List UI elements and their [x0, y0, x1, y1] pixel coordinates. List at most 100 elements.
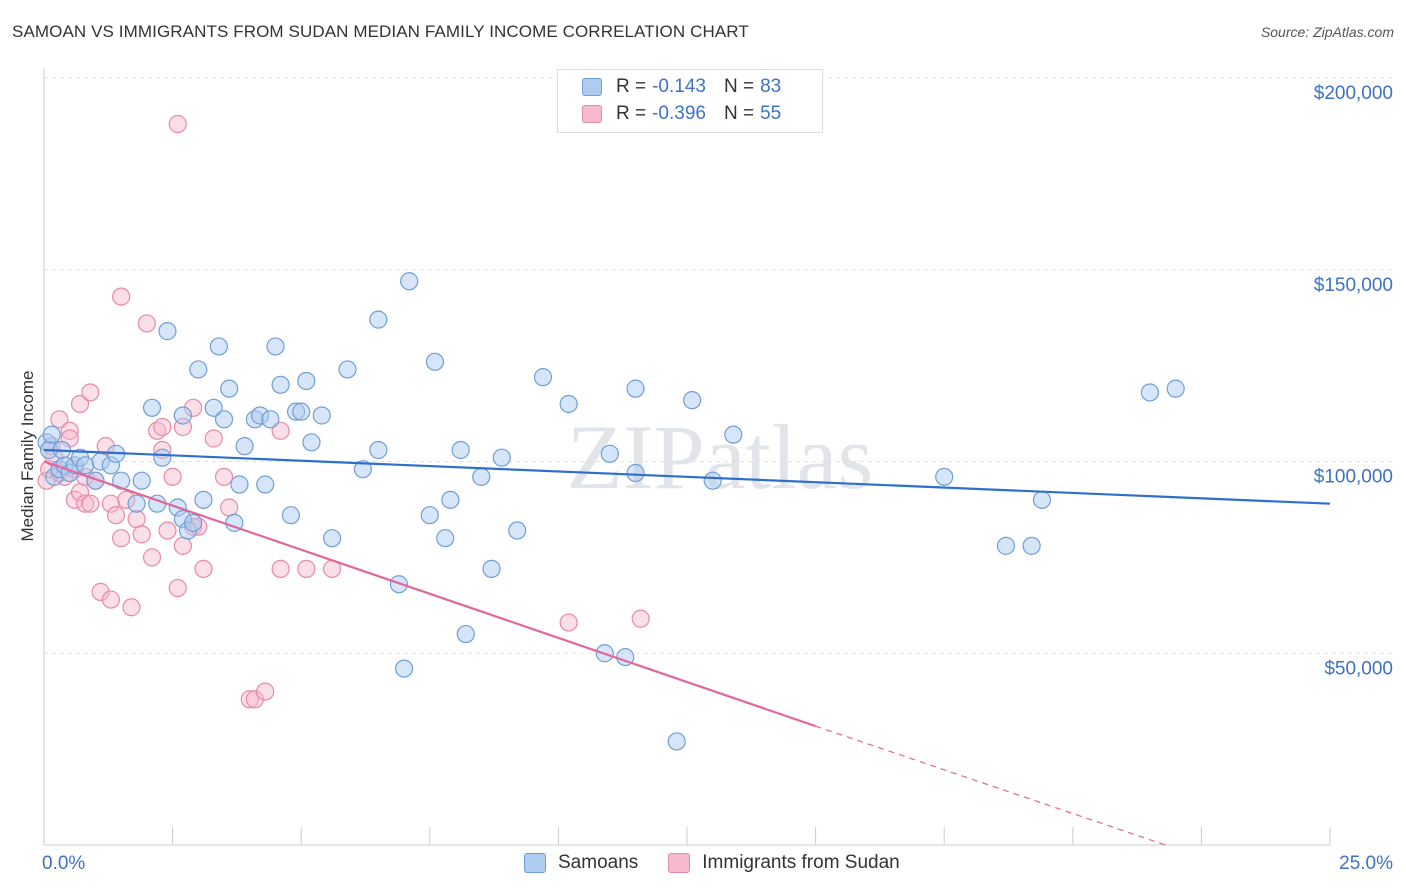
- legend-item-sudan[interactable]: Immigrants from Sudan: [668, 852, 900, 874]
- samoan-point: [996, 536, 1016, 555]
- samoan-points: [37, 272, 1185, 751]
- samoan-point: [508, 521, 527, 540]
- sudan-point: [81, 383, 100, 402]
- sudan-trend-line: [43, 460, 816, 728]
- samoan-point: [271, 375, 290, 394]
- samoan-point: [667, 732, 686, 751]
- stats-legend: R = -0.143 N = 83 R = -0.396 N = 55: [557, 69, 823, 133]
- sudan-point: [142, 548, 162, 567]
- chart-title: SAMOAN VS IMMIGRANTS FROM SUDAN MEDIAN F…: [12, 22, 749, 41]
- sudan-point: [132, 525, 151, 544]
- samoan-point: [482, 559, 501, 578]
- samoan-point: [441, 490, 460, 509]
- sudan-point: [127, 509, 146, 529]
- samoan-point: [261, 410, 280, 429]
- samoan-point: [153, 448, 172, 467]
- sudan-point: [50, 410, 69, 429]
- sudan-point: [91, 582, 110, 601]
- y-axis-label: Median Family Income: [18, 370, 37, 541]
- samoan-point: [322, 529, 342, 548]
- samoan-point: [1022, 536, 1041, 555]
- legend-label-samoans: Samoans: [558, 852, 639, 873]
- sudan-point: [81, 494, 100, 513]
- sudan-point: [245, 690, 265, 709]
- x-tick-label: 0.0%: [42, 853, 85, 874]
- samoan-point: [173, 406, 192, 425]
- sudan-point: [122, 598, 141, 617]
- sudan-point: [297, 559, 316, 578]
- samoan-point: [297, 371, 316, 391]
- legend-n-label: N =: [723, 103, 755, 124]
- samoan-point: [472, 467, 491, 486]
- samoan-point: [230, 475, 249, 494]
- legend-swatch-blue: [582, 78, 602, 96]
- samoan-point: [189, 360, 208, 379]
- legend-row-sudan: R = -0.396 N = 55: [582, 102, 781, 126]
- samoan-point: [256, 475, 275, 494]
- samoan-point: [400, 272, 419, 291]
- sudan-point: [158, 521, 177, 540]
- samoan-point: [86, 471, 105, 490]
- samoan-point: [127, 494, 146, 513]
- samoan-point: [214, 410, 234, 429]
- samoan-point: [312, 406, 331, 425]
- samoan-point: [1032, 490, 1052, 509]
- samoan-point: [724, 425, 743, 444]
- samoan-point: [302, 433, 321, 452]
- samoan-point: [420, 506, 439, 525]
- sudan-point: [76, 494, 95, 513]
- samoan-trend-line: [43, 448, 1331, 505]
- y-tick-label: $50,000: [1324, 658, 1393, 679]
- sudan-point: [559, 613, 578, 632]
- samoan-point: [935, 467, 954, 486]
- samoan-point: [600, 444, 619, 463]
- sudan-point: [194, 559, 213, 578]
- y-tick-label: $200,000: [1314, 83, 1393, 104]
- legend-swatch-pink: [582, 105, 602, 123]
- samoan-point: [235, 437, 254, 456]
- legend-n-label: N =: [723, 76, 755, 97]
- samoan-point: [626, 463, 645, 483]
- samoan-point: [209, 337, 228, 356]
- legend-row-samoans: R = -0.143 N = 83: [582, 75, 781, 99]
- sudan-point: [214, 467, 234, 486]
- samoan-point: [132, 471, 151, 490]
- tick-labels: $50,000 $100,000 $150,000 $200,000 0.0% 25.0%: [42, 83, 1393, 874]
- samoan-point: [533, 368, 553, 387]
- samoan-point: [492, 448, 511, 467]
- sudan-point: [168, 114, 187, 134]
- legend-n-value: 55: [760, 103, 782, 124]
- sudan-point: [137, 314, 156, 333]
- samoan-point: [338, 360, 357, 379]
- samoan-point: [369, 310, 388, 329]
- legend-r-label: R =: [616, 103, 647, 124]
- samoan-point: [1166, 379, 1185, 398]
- trend-lines: [43, 448, 1331, 846]
- legend-item-samoans[interactable]: Samoans: [524, 852, 638, 874]
- samoan-point: [425, 352, 445, 371]
- samoan-point: [703, 471, 722, 490]
- sudan-point: [106, 506, 126, 525]
- legend-swatch-pink: [668, 853, 691, 873]
- sudan-point: [220, 498, 239, 517]
- sudan-point: [240, 690, 259, 709]
- sudan-point: [256, 682, 275, 701]
- samoan-point: [142, 398, 162, 417]
- sudan-point: [153, 417, 172, 437]
- sudan-point: [173, 536, 192, 555]
- sudan-point: [112, 529, 131, 548]
- gridlines: [44, 77, 1395, 654]
- samoan-point: [184, 513, 203, 532]
- legend-label-sudan: Immigrants from Sudan: [702, 852, 900, 873]
- sudan-points: [37, 114, 650, 709]
- samoan-point: [112, 471, 131, 490]
- legend-r-value: -0.143: [652, 76, 706, 97]
- samoan-point: [204, 398, 223, 417]
- samoan-point: [436, 529, 455, 548]
- samoan-point: [451, 440, 470, 460]
- sudan-point: [60, 421, 79, 440]
- legend-n-value: 83: [760, 76, 782, 97]
- sudan-point: [271, 421, 290, 440]
- sudan-point: [168, 578, 187, 598]
